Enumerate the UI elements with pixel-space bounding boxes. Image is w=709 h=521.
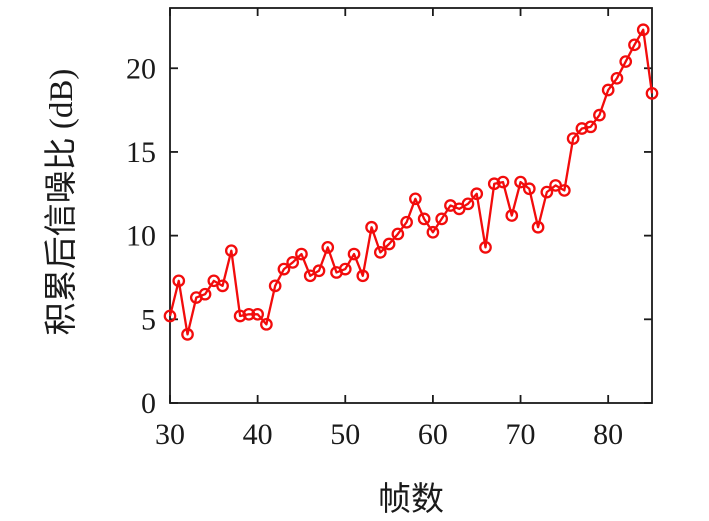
data-point [338,262,352,276]
data-point [426,225,440,239]
data-point [479,240,492,254]
data-point [382,237,396,251]
y-tick-label: 5 [141,303,156,336]
y-tick-label: 0 [141,387,156,420]
x-tick-label: 60 [418,418,448,451]
data-point [172,274,186,288]
plot-box [169,7,653,404]
data-point [540,185,554,199]
y-tick-label: 20 [126,52,156,85]
data-point [593,108,606,122]
data-point [277,262,291,276]
data-markers [163,23,659,341]
data-point [198,287,212,301]
data-point [417,212,431,226]
data-point [312,264,326,278]
data-point [295,247,308,261]
data-point [619,55,633,68]
data-point [242,307,256,321]
x-tick-label: 50 [330,418,360,451]
data-point [645,87,659,100]
data-point [321,240,335,254]
tick-labels: 30 40 50 60 70 80 0 5 10 15 20 [126,52,623,451]
data-point [224,244,238,258]
data-point [435,212,449,226]
x-tick-label: 70 [506,418,536,451]
data-point [636,23,650,37]
data-point [373,246,387,259]
data-point [163,309,177,323]
data-point [268,279,282,293]
data-point [391,227,405,241]
data-point [233,309,247,323]
data-point [584,120,598,134]
data-point [575,122,589,135]
data-point [216,279,229,293]
data-point [286,256,300,269]
data-point [505,209,519,222]
data-point [531,220,545,234]
data-point [260,317,273,331]
data-point [347,247,361,261]
y-tick-label: 10 [126,220,156,253]
x-axis-label: 帧数 [378,482,444,518]
x-tick-label: 40 [243,418,273,451]
data-point [610,71,624,85]
data-point [522,182,536,196]
y-tick-label: 15 [126,136,156,169]
x-tick-label: 80 [593,418,623,451]
data-point [400,215,413,229]
data-point [487,177,501,191]
data-point [356,269,370,283]
data-point [514,175,527,189]
data-point [496,175,510,189]
data-point [251,307,264,321]
data-point [470,187,484,201]
x-tick-label: 30 [155,418,185,451]
data-point [181,328,194,341]
y-axis-label: 积累后信噪比 (dB) [44,68,80,336]
data-point [365,220,378,234]
data-point [628,38,641,52]
data-point [558,184,571,197]
axis-ticks [169,8,652,404]
data-point [461,197,475,211]
data-point [566,132,580,145]
data-point [601,83,615,97]
data-point [409,192,422,206]
data-line [168,28,654,336]
